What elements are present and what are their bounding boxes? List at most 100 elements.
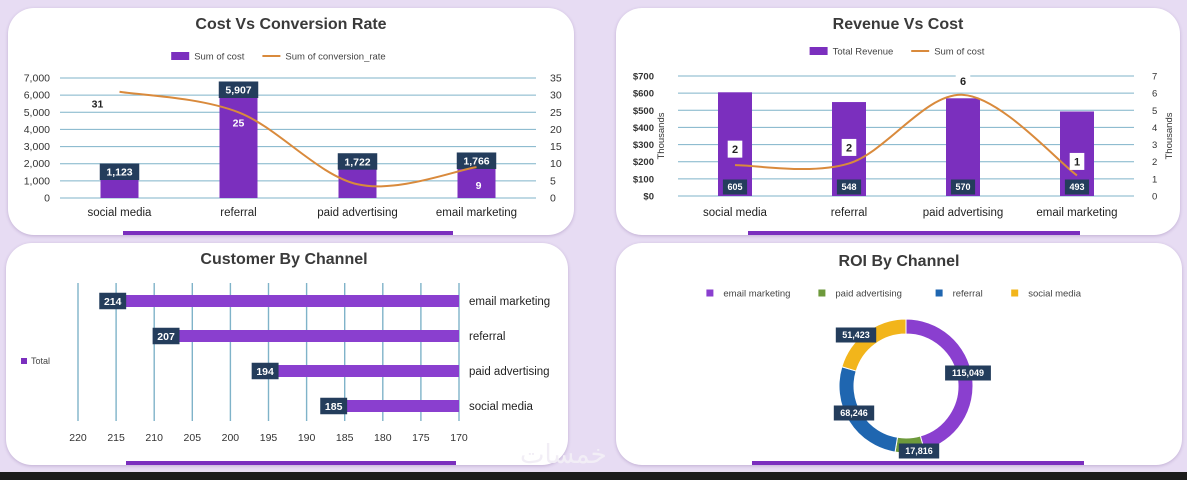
bar-data-label: 1,766 — [463, 156, 489, 168]
donut-slice — [841, 318, 907, 372]
legend-swatch-bar — [171, 52, 190, 60]
y-tick-label: paid advertising — [469, 366, 550, 378]
y-tick-label: social media — [469, 401, 534, 413]
x-tick-label: 215 — [107, 432, 125, 444]
y2-tick-label: 20 — [550, 124, 562, 136]
cost-conversion-chart: Sum of cost Sum of conversion_rate 7,000 35… — [24, 52, 562, 220]
legend-label: referral — [953, 289, 983, 300]
x-tick-label: social media — [703, 207, 768, 219]
line-data-label-bg — [841, 138, 857, 156]
card-accent-bar — [126, 461, 456, 465]
x-tick-label: paid advertising — [317, 207, 398, 219]
cost-line — [734, 93, 1078, 177]
y-tick-label: $400 — [633, 123, 654, 134]
bar — [344, 400, 459, 412]
bar-data-label: 207 — [157, 331, 175, 343]
legend-swatch — [21, 358, 27, 364]
y2-tick-label: 0 — [1152, 192, 1157, 203]
slice-data-label: 68,246 — [840, 408, 868, 418]
bar-data-label: 570 — [955, 182, 970, 192]
legend-swatch-bar — [809, 47, 828, 55]
x-tick-label: email marketing — [1036, 207, 1117, 219]
y2-tick-label: 30 — [550, 90, 562, 102]
y-tick-label: 5,000 — [24, 107, 50, 119]
slice-data-label-bg — [835, 327, 877, 343]
y-tick-label: $500 — [633, 106, 654, 117]
y-tick-label: $0 — [643, 192, 654, 203]
legend-label: paid advertising — [835, 289, 902, 300]
x-tick-label: 200 — [222, 432, 240, 444]
chart-title: Customer By Channel — [200, 251, 368, 268]
y-tick-label: 4,000 — [24, 124, 50, 136]
customer-by-channel-card: Customer By Channel 220 215 210 205 200 195 19… — [6, 243, 568, 465]
y-tick-label: 6,000 — [24, 90, 50, 102]
legend-swatch — [935, 289, 943, 297]
cost-vs-conversion-card: Cost Vs Conversion Rate Sum of cost Sum o… — [8, 8, 574, 235]
bar-data-label: 214 — [104, 296, 122, 308]
y-tick-label: 7,000 — [24, 73, 50, 85]
legend-label: Sum of conversion_rate — [285, 52, 385, 63]
bar-data-label-bg — [456, 152, 497, 169]
slice-data-label-bg — [898, 443, 940, 459]
line-data-label-bg — [1069, 152, 1085, 170]
x-tick-label: 220 — [69, 432, 87, 444]
y-tick-label: 2,000 — [24, 158, 50, 170]
x-tick-label: referral — [831, 207, 867, 219]
x-tick-label: 180 — [374, 432, 392, 444]
chart-title: ROI By Channel — [838, 253, 960, 270]
y2-axis-label: Thousands — [1164, 112, 1175, 159]
y-tick-label: $100 — [633, 174, 654, 185]
bar — [457, 167, 496, 198]
bar-data-label-bg — [320, 397, 348, 415]
y-tick-label: 3,000 — [24, 141, 50, 153]
slice-data-label: 115,049 — [952, 368, 984, 378]
revenue-vs-cost-card: Revenue Vs Cost Total Revenue Sum of cost… — [616, 8, 1180, 235]
bar — [338, 168, 377, 198]
y-tick-label: $700 — [633, 72, 654, 83]
line-data-label: 31 — [92, 99, 104, 111]
slice-data-label: 17,816 — [905, 446, 933, 456]
x-tick-label: 210 — [145, 432, 163, 444]
bar-data-label: 1,722 — [344, 156, 370, 168]
bar — [276, 365, 459, 377]
y-tick-label: email marketing — [469, 296, 550, 308]
y2-tick-label: 25 — [550, 107, 562, 119]
bar-data-label: 194 — [256, 366, 274, 378]
y-tick-label: $600 — [633, 89, 654, 100]
y-tick-label: $300 — [633, 140, 654, 151]
x-tick-label: referral — [220, 207, 256, 219]
y2-tick-label: 5 — [1152, 106, 1157, 117]
conversion-line — [119, 90, 477, 188]
x-tick-label: 190 — [298, 432, 316, 444]
line-data-label: 25 — [233, 117, 245, 129]
line-data-label-bg — [727, 140, 743, 158]
y-tick-label: 1,000 — [24, 175, 50, 187]
slice-data-label: 51,423 — [842, 330, 870, 340]
bar-data-label-bg — [218, 81, 259, 98]
bar-data-label-bg — [836, 179, 862, 195]
y-axis-label: Thousands — [656, 112, 667, 159]
legend-label: Sum of cost — [934, 47, 985, 58]
legend-label: social media — [1028, 289, 1082, 300]
roi-by-channel-card: ROI By Channel email marketing paid adver… — [616, 243, 1182, 465]
bar-data-label: 605 — [727, 182, 742, 192]
legend-label: Total Revenue — [833, 47, 894, 58]
card-accent-bar — [748, 231, 1080, 235]
legend-swatch — [1011, 289, 1019, 297]
x-tick-label: email marketing — [436, 207, 517, 219]
bar — [177, 330, 459, 342]
donut-slice — [905, 318, 974, 452]
roi-channel-chart: email marketing paid advertising referral s… — [706, 289, 1082, 459]
y2-tick-label: 15 — [550, 141, 562, 153]
y-tick-label: 0 — [44, 193, 50, 205]
y-tick-label: $200 — [633, 157, 654, 168]
y2-tick-label: 6 — [1152, 89, 1157, 100]
bar-data-label-bg — [99, 163, 140, 180]
bar — [100, 178, 139, 198]
legend-swatch — [706, 289, 714, 297]
x-tick-label: social media — [88, 207, 153, 219]
bar-data-label-bg — [950, 179, 976, 195]
line-data-label: 2 — [732, 144, 738, 156]
card-accent-bar — [123, 231, 453, 235]
y2-tick-label: 0 — [550, 193, 556, 205]
